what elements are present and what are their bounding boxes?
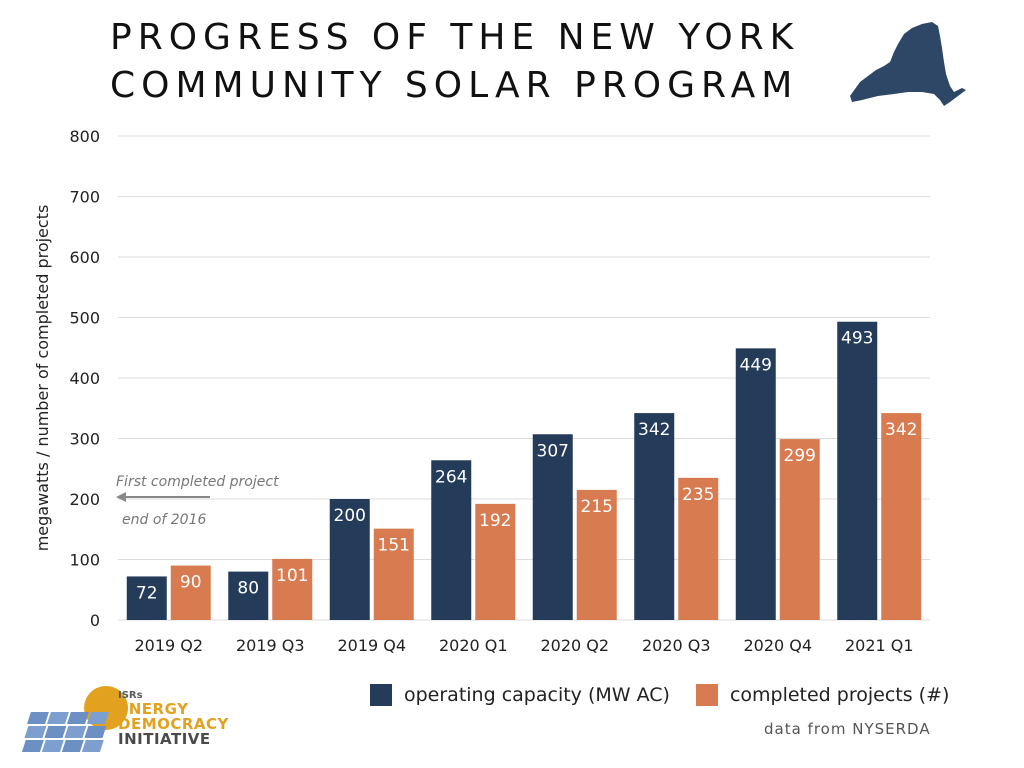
new-york-state-map-icon — [850, 22, 966, 106]
legend-swatch-capacity — [370, 684, 392, 706]
data-label-projects: 101 — [276, 566, 308, 586]
y-axis-ticks: 0 100 200 300 400 500 600 700 800 — [69, 127, 100, 630]
x-category-label: 2019 Q2 — [134, 636, 203, 655]
data-label-projects: 299 — [784, 446, 816, 466]
bar-capacity — [532, 434, 573, 620]
data-label-capacity: 307 — [537, 441, 569, 461]
title-line-2: COMMUNITY SOLAR PROGRAM — [110, 65, 799, 106]
data-label-projects: 90 — [180, 573, 202, 593]
y-tick-label: 500 — [69, 309, 100, 328]
data-source-note: data from NYSERDA — [764, 720, 931, 738]
bar-projects — [272, 558, 313, 620]
logo-democracy: DEMOCRACY — [118, 715, 229, 733]
bar-projects — [779, 439, 820, 620]
data-label-projects: 235 — [682, 485, 714, 505]
bar-projects — [678, 477, 719, 620]
logo-isrs: ISRs — [118, 690, 143, 701]
x-category-label: 2020 Q2 — [540, 636, 609, 655]
annotation-arrow-head — [116, 492, 126, 502]
legend-label-projects: completed projects (#) — [729, 684, 950, 706]
y-tick-label: 100 — [69, 551, 100, 570]
data-label-capacity: 200 — [334, 506, 366, 526]
bars: 72 90 80 101 200 151 264 192 307 215 342 235 449 299 4… — [126, 321, 922, 620]
legend-item-capacity: operating capacity (MW AC) — [370, 684, 670, 706]
x-category-label: 2019 Q3 — [236, 636, 305, 655]
bar-capacity — [329, 499, 370, 620]
y-tick-label: 700 — [69, 188, 100, 207]
logo-solar-panel-icon — [21, 712, 109, 752]
x-category-label: 2020 Q4 — [743, 636, 812, 655]
data-label-capacity: 493 — [841, 329, 873, 349]
data-label-projects: 215 — [581, 497, 613, 517]
data-label-projects: 342 — [885, 420, 917, 440]
y-axis-label: megawatts / number of completed projects — [33, 205, 52, 552]
annotation-first-project: First completed project end of 2016 — [116, 474, 279, 528]
x-category-label: 2020 Q3 — [642, 636, 711, 655]
bar-capacity — [431, 460, 472, 620]
annotation-first-completed-project: First completed project — [116, 474, 279, 490]
bar-projects — [170, 565, 211, 620]
bar-projects — [475, 503, 516, 620]
legend: operating capacity (MW AC) completed pro… — [370, 682, 949, 708]
annotation-end-of-2016: end of 2016 — [122, 512, 206, 528]
bar-capacity — [735, 348, 776, 620]
y-tick-label: 0 — [90, 611, 100, 630]
data-label-capacity: 72 — [136, 583, 158, 603]
data-label-capacity: 80 — [237, 579, 259, 599]
y-tick-label: 300 — [69, 430, 100, 449]
legend-swatch-projects — [695, 684, 718, 706]
y-tick-label: 200 — [69, 490, 100, 509]
data-label-capacity: 449 — [740, 355, 772, 375]
y-tick-label: 400 — [69, 369, 100, 388]
bar-capacity — [837, 321, 878, 620]
chart-title: PROGRESS OF THE NEW YORK COMMUNITY SOLAR… — [110, 14, 840, 110]
logo-energy: ENERGY — [118, 700, 189, 718]
x-axis-categories: 2019 Q2 2019 Q3 2019 Q4 2020 Q1 2020 Q2 2020 … — [134, 636, 913, 655]
data-label-capacity: 264 — [435, 467, 467, 487]
legend-item-projects: completed projects (#) — [695, 684, 950, 706]
bar-capacity — [228, 571, 269, 620]
y-tick-label: 800 — [69, 127, 100, 146]
y-tick-label: 600 — [69, 248, 100, 267]
energy-democracy-initiative-logo — [21, 686, 128, 752]
title-line-1: PROGRESS OF THE NEW YORK — [110, 17, 800, 58]
logo-wordmark: ISRs ENERGY DEMOCRACY INITIATIVE — [118, 690, 229, 747]
bar-capacity — [126, 576, 167, 620]
x-category-label: 2019 Q4 — [337, 636, 406, 655]
data-label-projects: 151 — [378, 536, 410, 556]
x-category-label: 2021 Q1 — [845, 636, 914, 655]
logo-initiative: INITIATIVE — [118, 730, 211, 748]
bar-projects — [881, 413, 922, 620]
x-category-label: 2020 Q1 — [439, 636, 508, 655]
data-label-capacity: 342 — [638, 420, 670, 440]
bar-capacity — [634, 413, 675, 620]
legend-label-capacity: operating capacity (MW AC) — [404, 684, 670, 706]
bar-projects — [373, 528, 414, 620]
ny-map-shape — [850, 22, 966, 106]
bar-projects — [576, 489, 617, 620]
data-label-projects: 192 — [479, 511, 511, 531]
